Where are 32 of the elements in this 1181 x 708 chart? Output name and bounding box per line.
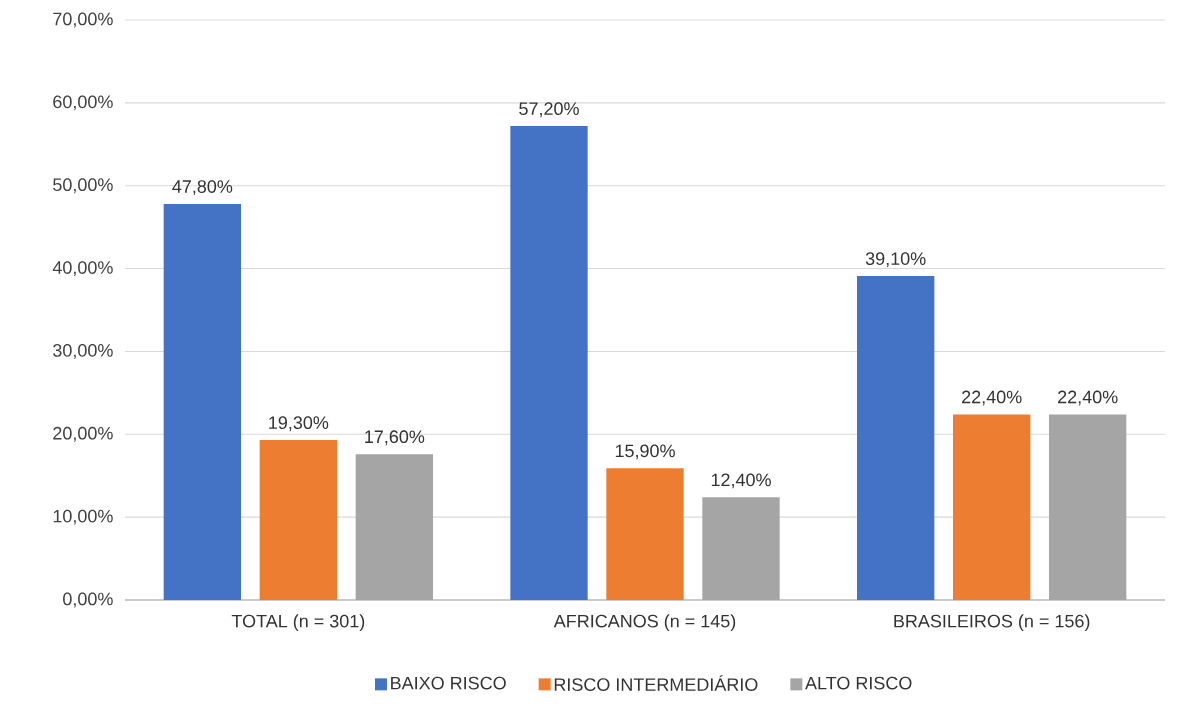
bar (1049, 414, 1127, 600)
y-tick-label: 70,00% (53, 12, 113, 28)
bar (702, 497, 780, 600)
bar (606, 468, 684, 600)
y-tick-label: 60,00% (53, 95, 113, 111)
data-label: 12,40% (711, 473, 771, 489)
y-tick-label: 50,00% (53, 178, 113, 194)
data-label: 15,90% (615, 444, 675, 460)
y-tick-label: 0,00% (63, 592, 113, 608)
bar (163, 203, 241, 600)
x-tick-label: AFRICANOS (n = 145) (553, 614, 736, 632)
bar (857, 276, 935, 600)
x-tick-label: BRASILEIROS (n = 156) (894, 614, 1090, 632)
y-tick-label: 30,00% (53, 344, 113, 359)
data-label: 39,10% (865, 252, 926, 268)
x-tick-label: TOTAL (n = 301) (231, 614, 365, 632)
bar (355, 454, 433, 600)
data-label: 22,40% (962, 390, 1022, 406)
data-label: 47,80% (172, 180, 233, 196)
legend-label: ALTO RISCO (805, 676, 912, 690)
bar (510, 126, 588, 600)
data-label: 19,30% (269, 416, 329, 432)
y-tick-label: 20,00% (53, 426, 113, 442)
bar (259, 440, 338, 600)
data-label: 57,20% (519, 102, 579, 118)
bar (953, 414, 1031, 600)
data-label: 17,60% (365, 430, 425, 446)
data-label: 22,40% (1058, 390, 1118, 406)
legend-label: RISCO INTERMEDIÁRIO (554, 675, 758, 691)
y-tick-label: 10,00% (53, 509, 113, 525)
y-tick-label: 40,00% (52, 261, 113, 277)
legend-label: BAIXO RISCO (391, 676, 506, 690)
